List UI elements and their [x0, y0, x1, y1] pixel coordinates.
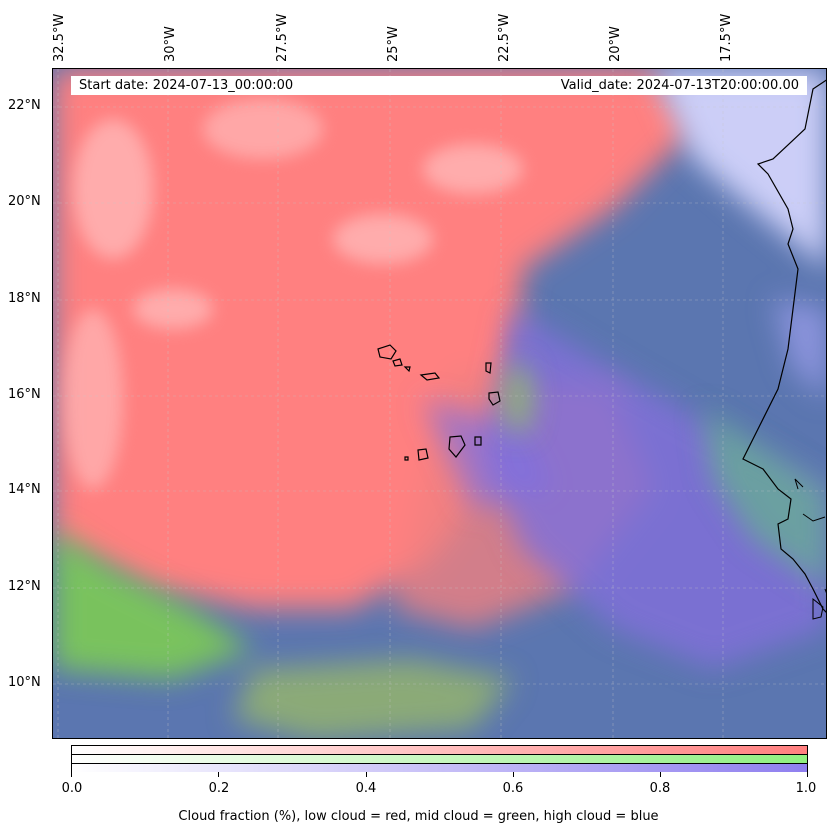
lat-label: 12°N — [8, 579, 41, 594]
lon-label: 17.5°W — [719, 13, 734, 62]
start-date-label: Start date: 2024-07-13_00:00:00 — [79, 78, 294, 93]
colorbar-tick-label: 0.0 — [61, 781, 83, 796]
lat-label: 22°N — [8, 98, 41, 113]
lon-label: 32.5°W — [52, 13, 67, 62]
lon-label: 25°W — [386, 26, 401, 62]
date-banner: Start date: 2024-07-13_00:00:00 Valid_da… — [71, 76, 807, 95]
colorbar-tick-label: 1.0 — [795, 781, 817, 796]
colorbar-mid-cloud-strip — [72, 755, 807, 764]
colorbar-tick-label: 0.6 — [502, 781, 524, 796]
coast-inlets — [794, 478, 826, 620]
colorbar-tick — [513, 772, 514, 777]
colorbar-high-cloud-strip — [72, 764, 807, 772]
lon-label: 30°W — [163, 26, 178, 62]
lon-label: 22.5°W — [497, 13, 512, 62]
colorbar-tick — [807, 772, 808, 777]
colorbar-tick-label: 0.8 — [649, 781, 671, 796]
colorbar-tick — [71, 772, 72, 777]
colorbar-tick — [660, 772, 661, 777]
lat-label: 18°N — [8, 291, 41, 306]
cloud-fraction-map — [52, 68, 827, 739]
lon-label: 27.5°W — [275, 13, 290, 62]
colorbar-low-cloud-strip — [72, 746, 807, 755]
map-canvas — [53, 69, 826, 738]
high-cloud-layer — [423, 69, 826, 669]
cape-verde-islands — [377, 344, 501, 461]
lat-label: 20°N — [8, 194, 41, 209]
lat-label: 10°N — [8, 675, 41, 690]
lon-label: 20°W — [608, 26, 623, 62]
colorbar-tick-label: 0.4 — [355, 781, 377, 796]
lat-label: 14°N — [8, 482, 41, 497]
colorbar-tick — [218, 772, 219, 777]
graticule — [53, 69, 826, 738]
colorbar-tick-label: 0.2 — [208, 781, 230, 796]
colorbar-tick — [366, 772, 367, 777]
mid-cloud-layer — [53, 364, 826, 738]
lat-label: 16°N — [8, 387, 41, 402]
valid-date-label: Valid_date: 2024-07-13T20:00:00.00 — [560, 78, 799, 93]
colorbar-caption: Cloud fraction (%), low cloud = red, mid… — [178, 809, 659, 824]
low-cloud-texture — [63, 99, 523, 489]
colorbar — [71, 745, 808, 772]
africa-coastline — [742, 79, 826, 613]
